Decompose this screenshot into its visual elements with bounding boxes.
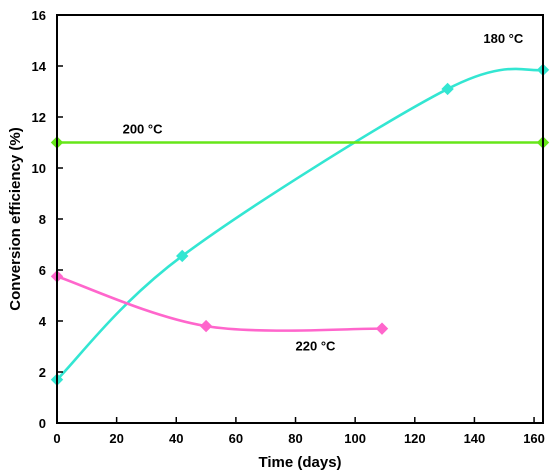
series-line xyxy=(56,67,544,381)
data-point xyxy=(176,249,189,263)
x-tick-label: 140 xyxy=(464,431,486,446)
y-tick-label: 4 xyxy=(39,314,47,329)
y-tick-label: 16 xyxy=(32,8,46,23)
y-tick-label: 6 xyxy=(39,263,46,278)
x-tick-label: 60 xyxy=(229,431,243,446)
series-label-220c: 220 °C xyxy=(296,338,337,353)
x-tick-label: 120 xyxy=(404,431,426,446)
y-tick-label: 0 xyxy=(39,416,46,431)
plot-area xyxy=(57,15,543,423)
series-layer xyxy=(50,63,550,386)
y-tick-label: 10 xyxy=(32,161,46,176)
data-point xyxy=(375,322,389,335)
x-tick-label: 40 xyxy=(169,431,183,446)
x-tick-label: 80 xyxy=(288,431,302,446)
y-tick-label: 12 xyxy=(32,110,46,125)
y-tick-label: 2 xyxy=(39,365,46,380)
y-tick-label: 14 xyxy=(32,59,47,74)
x-tick-label: 0 xyxy=(53,431,60,446)
x-tick-label: 20 xyxy=(109,431,123,446)
series-label-180c: 180 °C xyxy=(483,31,524,46)
x-tick-label: 160 xyxy=(523,431,545,446)
x-axis-title: Time (days) xyxy=(258,454,341,471)
plot-background xyxy=(57,15,543,423)
y-axis-title: Conversion efficiency (%) xyxy=(7,127,24,310)
series-label-200c: 200 °C xyxy=(123,122,164,137)
series-220c xyxy=(50,270,389,335)
data-point xyxy=(199,319,213,333)
y-tick-label: 8 xyxy=(39,212,46,227)
x-tick-label: 100 xyxy=(344,431,366,446)
data-point xyxy=(441,82,454,96)
labels: Time (days) Conversion efficiency (%) 18… xyxy=(7,31,524,471)
axes: 0 20 40 60 80 100 120 140 160 0 2 4 6 8 10 12 14 16 xyxy=(32,8,545,446)
